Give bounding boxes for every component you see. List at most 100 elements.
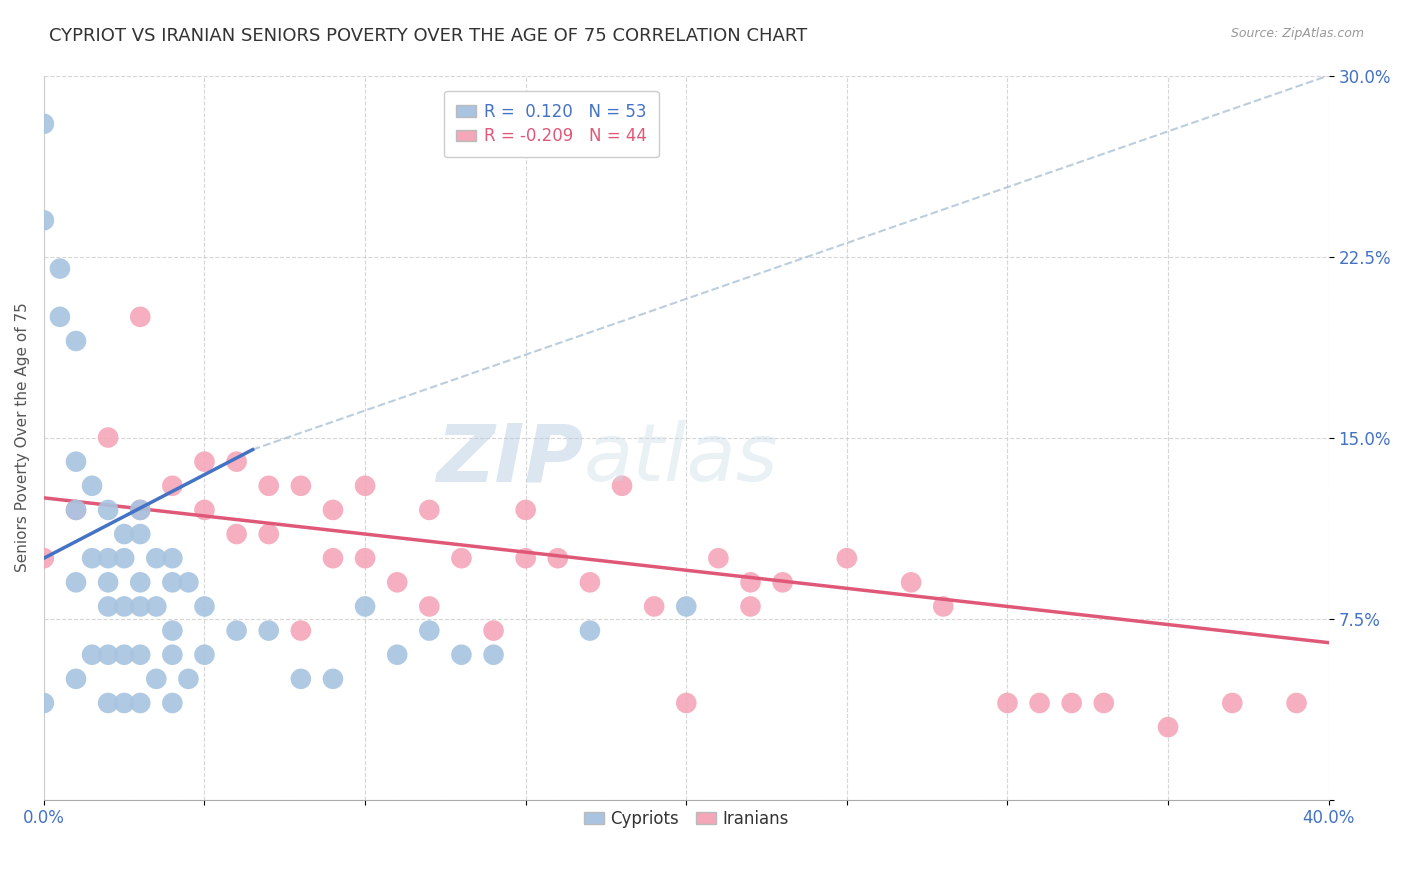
Point [290,672,312,686]
Point [354,479,377,493]
Point [97,430,120,444]
Text: CYPRIOT VS IRANIAN SENIORS POVERTY OVER THE AGE OF 75 CORRELATION CHART: CYPRIOT VS IRANIAN SENIORS POVERTY OVER … [49,27,807,45]
Point [257,624,280,638]
Point [225,455,247,469]
Point [129,696,152,710]
Point [290,624,312,638]
Point [80,479,103,493]
Point [65,503,87,517]
Point [129,575,152,590]
Point [32,696,55,710]
Point [32,213,55,227]
Point [145,672,167,686]
Point [418,599,440,614]
Point [129,310,152,324]
Point [145,599,167,614]
Point [418,624,440,638]
Point [145,551,167,566]
Point [835,551,858,566]
Point [675,599,697,614]
Point [740,599,762,614]
Point [997,696,1019,710]
Point [112,599,135,614]
Point [65,672,87,686]
Point [579,624,602,638]
Point [97,551,120,566]
Point [97,696,120,710]
Point [97,503,120,517]
Point [112,527,135,541]
Point [129,648,152,662]
Point [32,551,55,566]
Text: atlas: atlas [583,420,779,499]
Point [193,648,215,662]
Point [129,503,152,517]
Point [1285,696,1308,710]
Point [515,551,537,566]
Point [129,527,152,541]
Point [547,551,569,566]
Point [112,696,135,710]
Text: ZIP: ZIP [436,420,583,499]
Point [65,575,87,590]
Text: Source: ZipAtlas.com: Source: ZipAtlas.com [1230,27,1364,40]
Point [97,575,120,590]
Point [225,624,247,638]
Point [193,599,215,614]
Point [257,527,280,541]
Point [515,503,537,517]
Point [290,479,312,493]
Point [772,575,794,590]
Point [97,648,120,662]
Point [1220,696,1243,710]
Point [643,599,665,614]
Point [387,648,409,662]
Point [162,624,184,638]
Point [65,455,87,469]
Point [707,551,730,566]
Point [740,575,762,590]
Point [129,599,152,614]
Point [322,551,344,566]
Point [32,117,55,131]
Point [97,599,120,614]
Point [80,551,103,566]
Point [49,261,72,276]
Point [225,527,247,541]
Point [162,648,184,662]
Point [257,479,280,493]
Point [177,575,200,590]
Point [177,672,200,686]
Point [162,479,184,493]
Point [322,503,344,517]
Legend: Cypriots, Iranians: Cypriots, Iranians [576,804,796,835]
Point [387,575,409,590]
Y-axis label: Seniors Poverty Over the Age of 75: Seniors Poverty Over the Age of 75 [15,302,30,573]
Point [1060,696,1083,710]
Point [193,503,215,517]
Point [1092,696,1115,710]
Point [129,503,152,517]
Point [610,479,633,493]
Point [162,575,184,590]
Point [354,551,377,566]
Point [112,551,135,566]
Point [418,503,440,517]
Point [450,551,472,566]
Point [49,310,72,324]
Point [1157,720,1180,734]
Point [112,648,135,662]
Point [450,648,472,662]
Point [482,648,505,662]
Point [1028,696,1050,710]
Point [80,648,103,662]
Point [932,599,955,614]
Point [162,696,184,710]
Point [322,672,344,686]
Point [482,624,505,638]
Point [65,334,87,348]
Point [65,503,87,517]
Point [162,551,184,566]
Point [900,575,922,590]
Point [579,575,602,590]
